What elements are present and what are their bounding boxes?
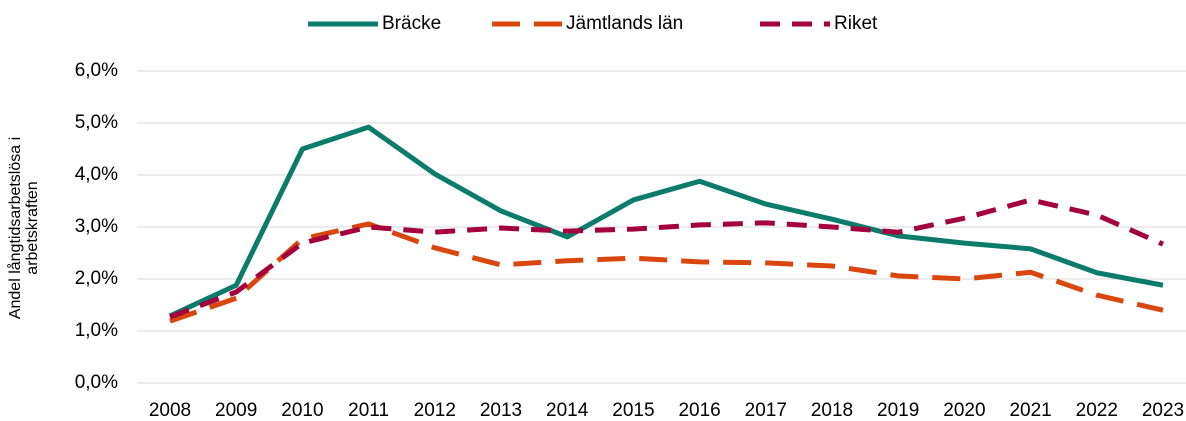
x-tick-label: 2018 xyxy=(811,400,853,421)
x-tick-label: 2021 xyxy=(1009,400,1051,421)
y-tick-label: 2,0% xyxy=(75,268,118,289)
x-tick-label: 2017 xyxy=(745,400,787,421)
x-tick-label: 2010 xyxy=(281,400,323,421)
x-tick-label: 2022 xyxy=(1076,400,1118,421)
x-tick-label: 2009 xyxy=(215,400,257,421)
x-tick-label: 2016 xyxy=(678,400,720,421)
y-label-line: Andel långtidsarbetslösa i xyxy=(6,137,24,319)
x-tick-label: 2014 xyxy=(546,400,589,421)
x-tick-label: 2015 xyxy=(612,400,654,421)
y-tick-label: 1,0% xyxy=(75,320,118,341)
series-line xyxy=(169,221,1164,324)
y-axis-label: Andel långtidsarbetslösa i arbetskraften xyxy=(6,137,41,319)
y-tick-label: 0,0% xyxy=(75,372,118,393)
y-tick-label: 5,0% xyxy=(75,112,118,133)
series-line xyxy=(168,124,1164,319)
y-tick-label: 4,0% xyxy=(75,164,118,185)
x-tick-label: 2023 xyxy=(1142,400,1184,421)
legend-label: Riket xyxy=(834,13,878,34)
x-tick-label: 2011 xyxy=(348,400,389,421)
series-line xyxy=(169,197,1165,320)
x-tick-label: 2013 xyxy=(480,400,522,421)
legend-label: Jämtlands län xyxy=(566,13,683,34)
y-tick-label: 6,0% xyxy=(75,60,118,81)
x-tick-label: 2008 xyxy=(149,400,191,421)
y-tick-label: 3,0% xyxy=(75,216,118,237)
x-tick-label: 2020 xyxy=(943,400,985,421)
x-tick-label: 2012 xyxy=(414,400,456,421)
legend-label: Bräcke xyxy=(382,13,441,34)
x-tick-label: 2019 xyxy=(877,400,919,421)
y-label-line: arbetskraften xyxy=(24,181,41,274)
